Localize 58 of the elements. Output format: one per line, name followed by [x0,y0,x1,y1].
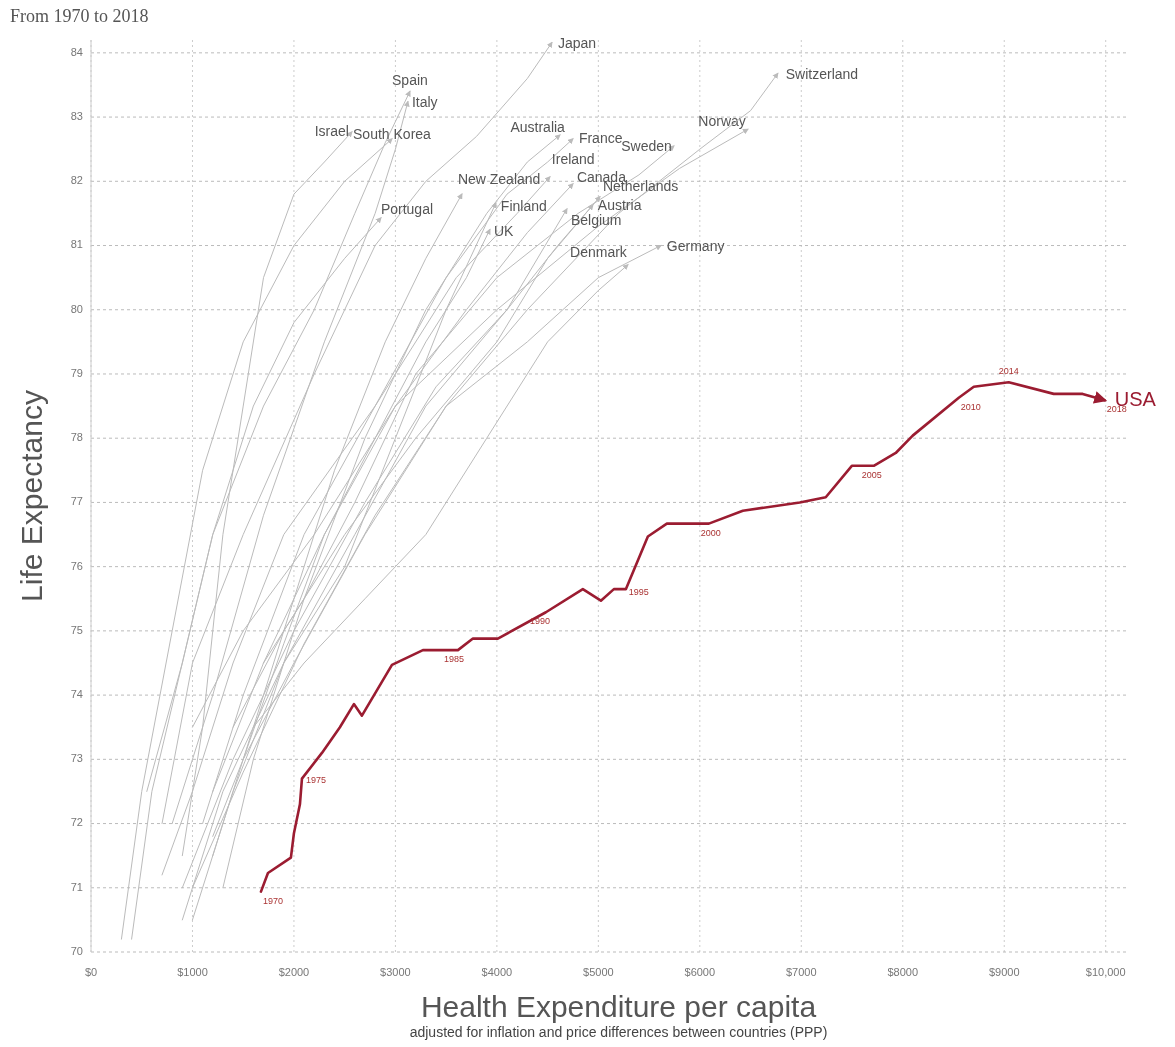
series-label: Finland [500,197,547,214]
y-tick-label: 84 [70,45,83,58]
series-label: Norway [698,112,746,129]
annotation: 2010 [960,401,981,412]
y-tick-label: 79 [70,366,83,379]
annotation: 2005 [861,469,882,480]
y-tick-label: 75 [70,623,83,636]
y-tick-label: 71 [70,880,83,893]
annotation: 1985 [443,654,464,665]
annotation: 1990 [529,616,550,627]
x-tick-label: $5000 [583,966,614,978]
y-tick-label: 76 [70,559,83,572]
y-tick-label: 74 [70,688,83,700]
y-tick-label: 82 [70,174,83,187]
x-tick-label: $9000 [988,966,1020,978]
x-tick-label: $8000 [887,966,919,978]
x-tick-label: $6000 [684,966,716,978]
x-tick-label: $4000 [481,966,513,978]
series-label: Switzerland [785,66,859,83]
series-label: UK [493,223,514,240]
x-tick-label: $10,000 [1085,966,1126,978]
x-axis-title: Health Expenditure per capita [420,990,817,1023]
series-label: Sweden [621,137,672,154]
series-label: Denmark [570,244,628,261]
annotation: 1970 [262,895,283,906]
series-label: Spain [392,72,428,89]
series-label: South Korea [353,125,432,142]
annotation: 2000 [700,527,721,538]
series-label: Israel [314,122,349,139]
series-label: Ireland [551,150,595,167]
y-axis-title: Life Expectancy [15,390,48,602]
x-tick-label: $3000 [380,966,411,978]
series-label: Austria [597,196,642,213]
y-tick-label: 77 [70,495,83,508]
y-tick-label: 78 [70,431,83,444]
series-label: Belgium [570,211,622,228]
x-tick-label: $2000 [278,966,310,978]
series-label: Italy [411,94,438,111]
series-label: New Zealand [457,170,541,187]
annotation: 2014 [998,366,1019,377]
series-label: Australia [510,118,566,135]
chart-subtitle: From 1970 to 2018 [10,6,149,26]
annotation: 1995 [628,587,649,598]
y-tick-label: 80 [70,302,83,315]
series-label: Portugal [380,200,434,217]
x-tick-label: $1000 [177,966,208,978]
y-tick-label: 81 [70,238,83,251]
y-tick-label: 70 [70,944,83,957]
x-tick-label: $0 [84,966,98,978]
series-label: France [578,129,623,146]
y-tick-label: 72 [70,816,83,829]
annotation: 1975 [305,774,326,785]
series-label: Japan [557,35,597,52]
x-tick-label: $7000 [786,966,817,978]
text: adjusted for inflation and price differences between countries (PPP) [409,1024,828,1040]
y-tick-label: 83 [70,109,83,122]
y-tick-label: 73 [70,752,83,765]
series-label: Germany [666,238,725,255]
